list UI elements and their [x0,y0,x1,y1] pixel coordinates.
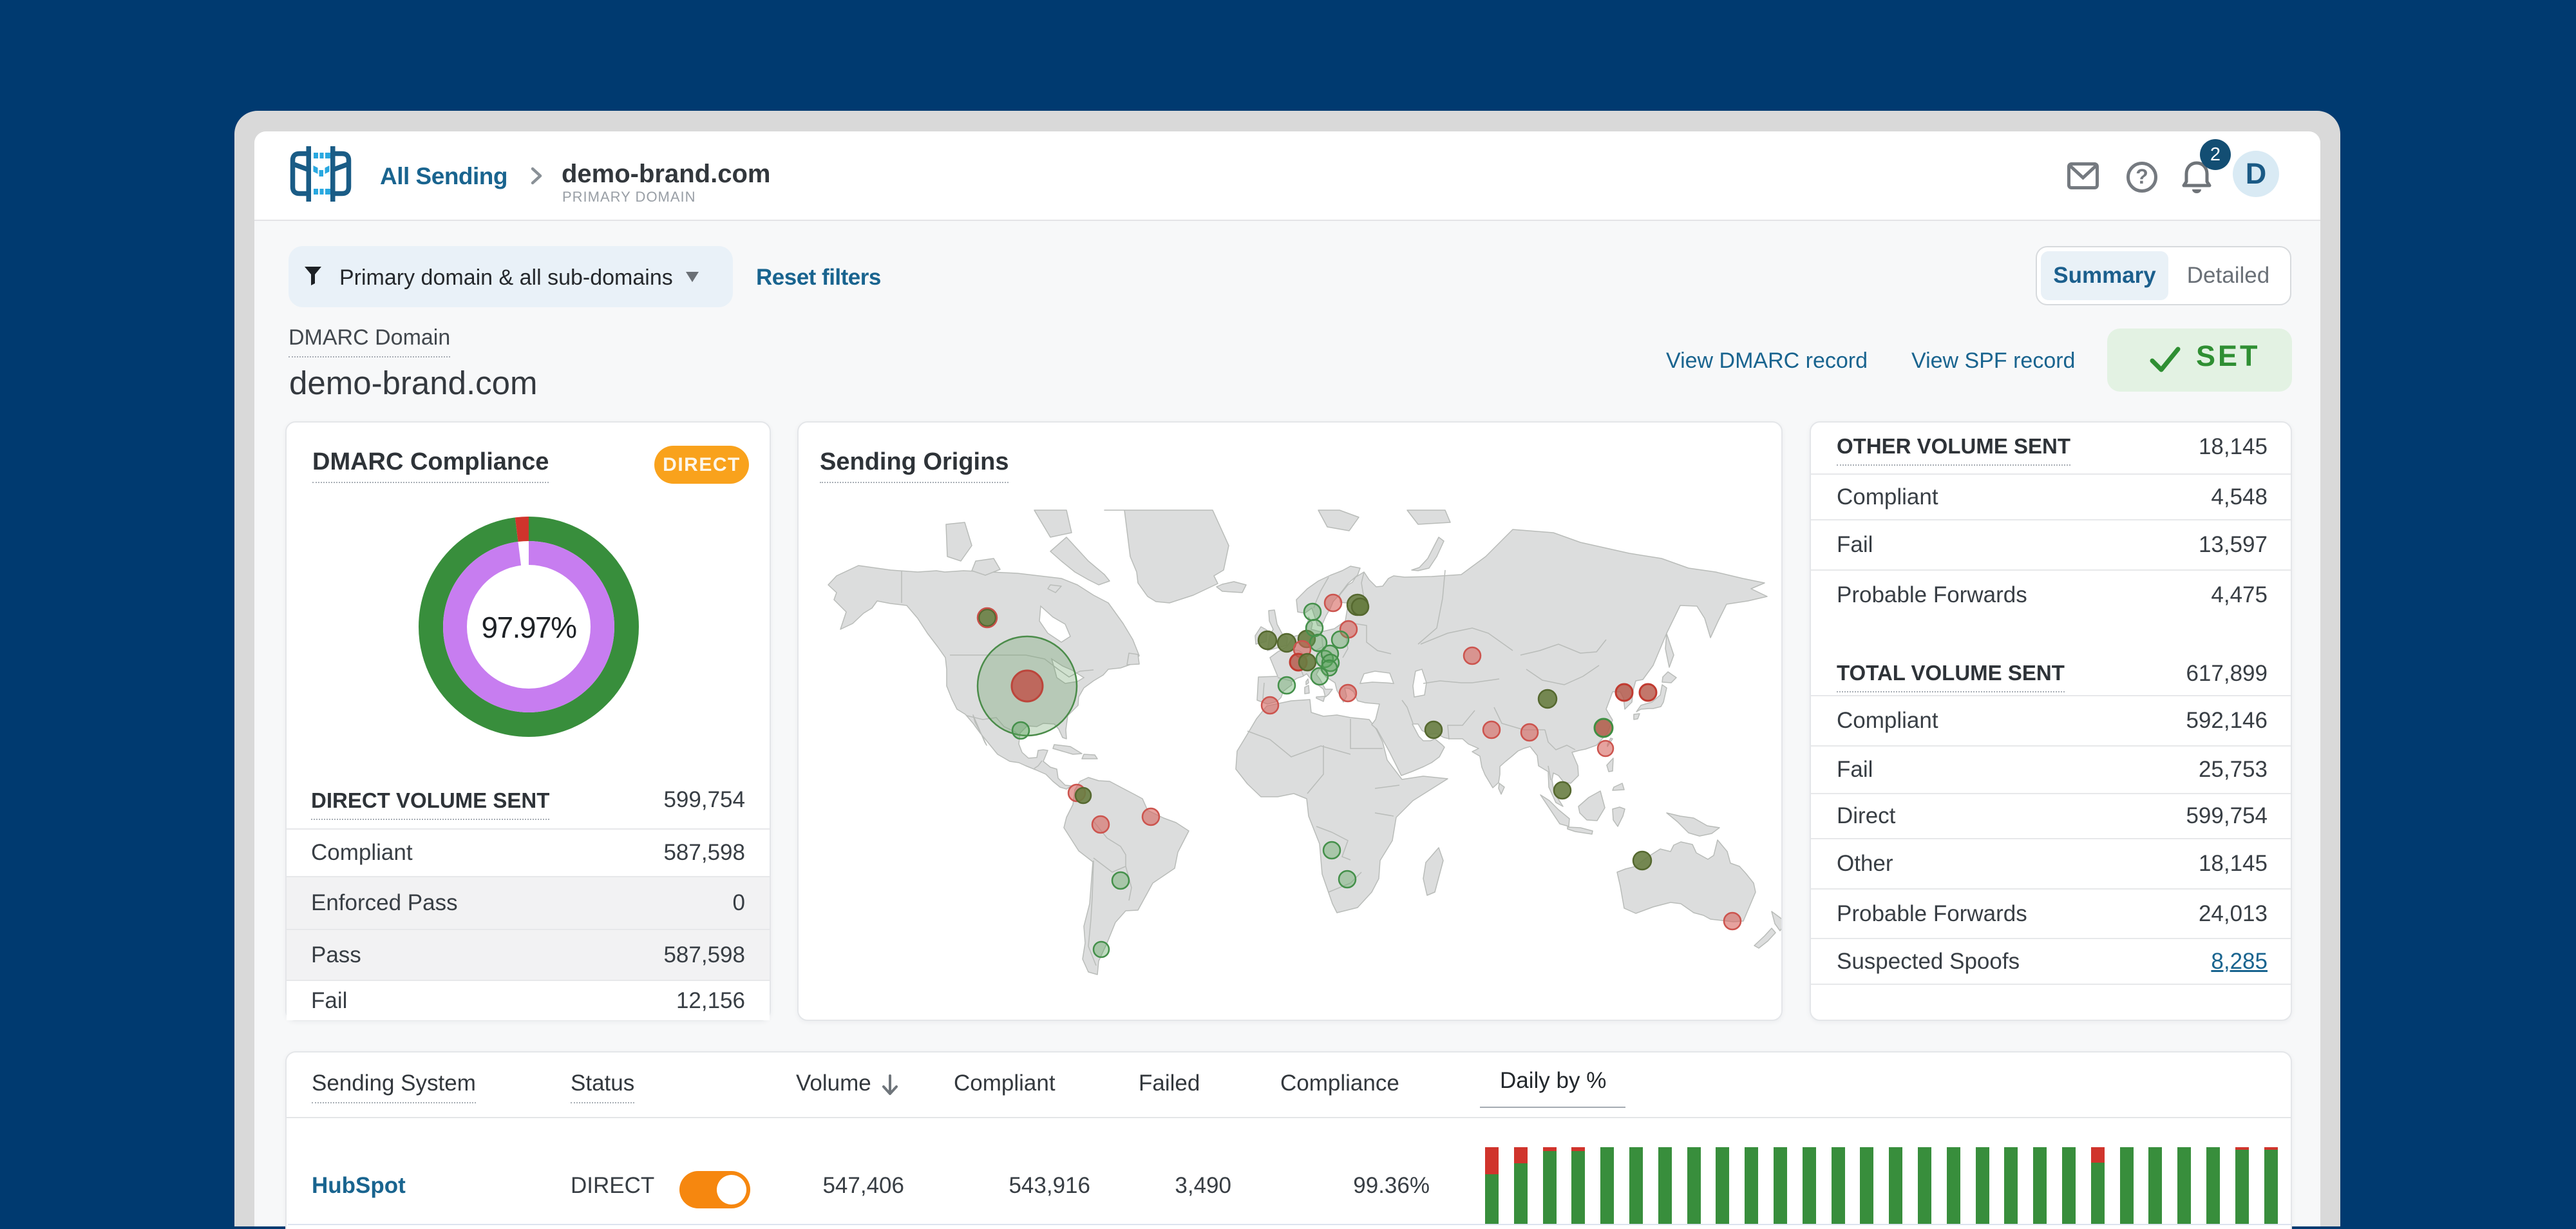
svg-text:97.97%: 97.97% [481,611,576,644]
svg-text:?: ? [2136,165,2148,188]
